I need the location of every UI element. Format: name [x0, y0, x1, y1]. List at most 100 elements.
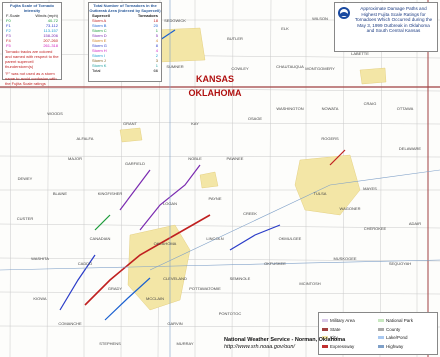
counts-cell: Storm G	[92, 43, 107, 48]
fujita-cell: 158-206	[43, 33, 58, 38]
counts-cell: 5	[155, 33, 158, 38]
county-label: OKFUSKEE	[264, 261, 286, 266]
county-line	[0, 155, 440, 158]
county-line	[0, 223, 440, 229]
county-label: SEQUOYAH	[389, 261, 411, 266]
county-label: DELAWARE	[399, 146, 421, 151]
county-label: CADDO	[78, 261, 92, 266]
county-label: DEWEY	[18, 176, 33, 181]
county-label: CANADIAN	[90, 236, 111, 241]
title-box: Approximate Damage Paths and Highest Fuj…	[334, 2, 438, 52]
counts-rows: Storm A 18 Storm B 20 Storm C 1 Storm D 5 Storm …	[89, 18, 161, 73]
county-line	[231, 0, 234, 357]
county-line	[0, 53, 440, 59]
counts-cell: Storm E	[92, 38, 107, 43]
counts-title: Total Number of Tornadoes in the Outbrea…	[89, 3, 161, 13]
urban-areas	[119, 27, 387, 311]
legend-item: State	[322, 325, 378, 334]
fujita-cell: F0	[6, 18, 11, 23]
county-label: PAYNE	[209, 196, 222, 201]
counts-cell: Storm C	[92, 28, 107, 33]
map-title: Approximate Damage Paths and Highest Fuj…	[354, 6, 433, 34]
county-label: ROGERS	[321, 136, 339, 141]
fujita-head: F-Scale Winds (mph)	[3, 13, 61, 18]
fujita-cell: F2	[6, 28, 11, 33]
county-label: MURRAY	[176, 341, 193, 346]
legend-swatch	[378, 345, 384, 349]
county-line	[0, 87, 440, 92]
fujita-title: Fujita Scale of Tornado Intensity	[10, 3, 54, 13]
county-label: WASHITA	[31, 256, 49, 261]
legend-label: Military Area	[330, 317, 355, 323]
noaa-logo	[338, 7, 350, 19]
counts-cell: Storm D	[92, 33, 107, 38]
county-label: NOBLE	[188, 156, 202, 161]
counts-cell: 4	[155, 48, 158, 53]
county-label: GARFIELD	[125, 161, 145, 166]
county-label: KIOWA	[33, 296, 47, 301]
county-label: OTTAWA	[397, 106, 414, 111]
legend-swatch	[378, 318, 384, 322]
legend-swatch	[322, 327, 328, 331]
legend-label: Expressway	[330, 344, 355, 350]
county-label: GRADY	[108, 286, 123, 291]
fujita-cell: 73-112	[45, 23, 58, 28]
counts-row: Storm A 18	[89, 18, 161, 23]
county-label: PAWNEE	[227, 156, 244, 161]
county-line	[0, 257, 440, 262]
fujita-row: F5 261-318	[3, 43, 61, 48]
county-label: BUTLER	[227, 36, 243, 41]
county-label: CRAIG	[364, 101, 377, 106]
county-label: LABETTE	[351, 51, 369, 56]
fujita-row: F1 73-112	[3, 23, 61, 28]
county-label: GRANT	[123, 121, 138, 126]
county-label: PONTOTOC	[219, 311, 242, 316]
county-label: SEDGWICK	[164, 18, 186, 23]
legend-swatch	[322, 318, 328, 322]
counts-cell: Storm B	[92, 23, 107, 28]
county-line	[268, 0, 272, 357]
legend-item: City	[322, 334, 378, 343]
note: "F" was not used as a storm name to avoi…	[5, 71, 57, 86]
fujita-row: F2 113-157	[3, 28, 61, 33]
county-label: ADAIR	[409, 221, 421, 226]
counts-cell: Storm A	[92, 18, 107, 23]
fujita-cell: F3	[6, 33, 11, 38]
fujita-cell: 40-72	[47, 18, 58, 23]
county-label: GARVIN	[167, 321, 182, 326]
counts-row: Storm K 1	[89, 63, 161, 68]
county-label: OKLAHOMA	[154, 241, 177, 246]
legend-item: Military Area	[322, 316, 378, 325]
state-label: KANSAS	[196, 74, 234, 84]
legend-swatch	[378, 336, 384, 340]
head: Tornadoes	[137, 13, 158, 18]
legend-swatch	[322, 345, 328, 349]
head: Winds (mph)	[35, 13, 58, 18]
county-label: MCCLAIN	[146, 296, 164, 301]
county-label: SEMINOLE	[230, 276, 251, 281]
legend-swatch	[378, 327, 384, 331]
counts-row: Storm I 2	[89, 53, 161, 58]
counts-row: Storm H 4	[89, 48, 161, 53]
county-label: MAYES	[363, 186, 377, 191]
counts-cell: 20	[153, 23, 158, 28]
county-label: WOODS	[47, 111, 63, 116]
counts-row: Storm G 8	[89, 43, 161, 48]
legend-item: National Park	[378, 316, 434, 325]
county-label: POTTAWATOMIE	[189, 286, 221, 291]
fujita-cell: F5	[6, 43, 11, 48]
counts-cell: Storm H	[92, 48, 107, 53]
county-label: MCINTOSH	[299, 281, 320, 286]
county-label: OSAGE	[248, 116, 263, 121]
county-label: OKMULGEE	[279, 236, 302, 241]
fujita-row: F0 40-72	[3, 18, 61, 23]
fujita-legend: Fujita Scale of Tornado Intensity F-Scal…	[2, 2, 62, 86]
fujita-cell: 207-260	[43, 38, 58, 43]
fujita-cell: F1	[6, 23, 11, 28]
legend-item: County	[378, 325, 434, 334]
county-label: WAGONER	[340, 206, 361, 211]
county-label: CLEVELAND	[163, 276, 187, 281]
head: Supercell	[92, 13, 111, 18]
county-label: MAJOR	[68, 156, 82, 161]
